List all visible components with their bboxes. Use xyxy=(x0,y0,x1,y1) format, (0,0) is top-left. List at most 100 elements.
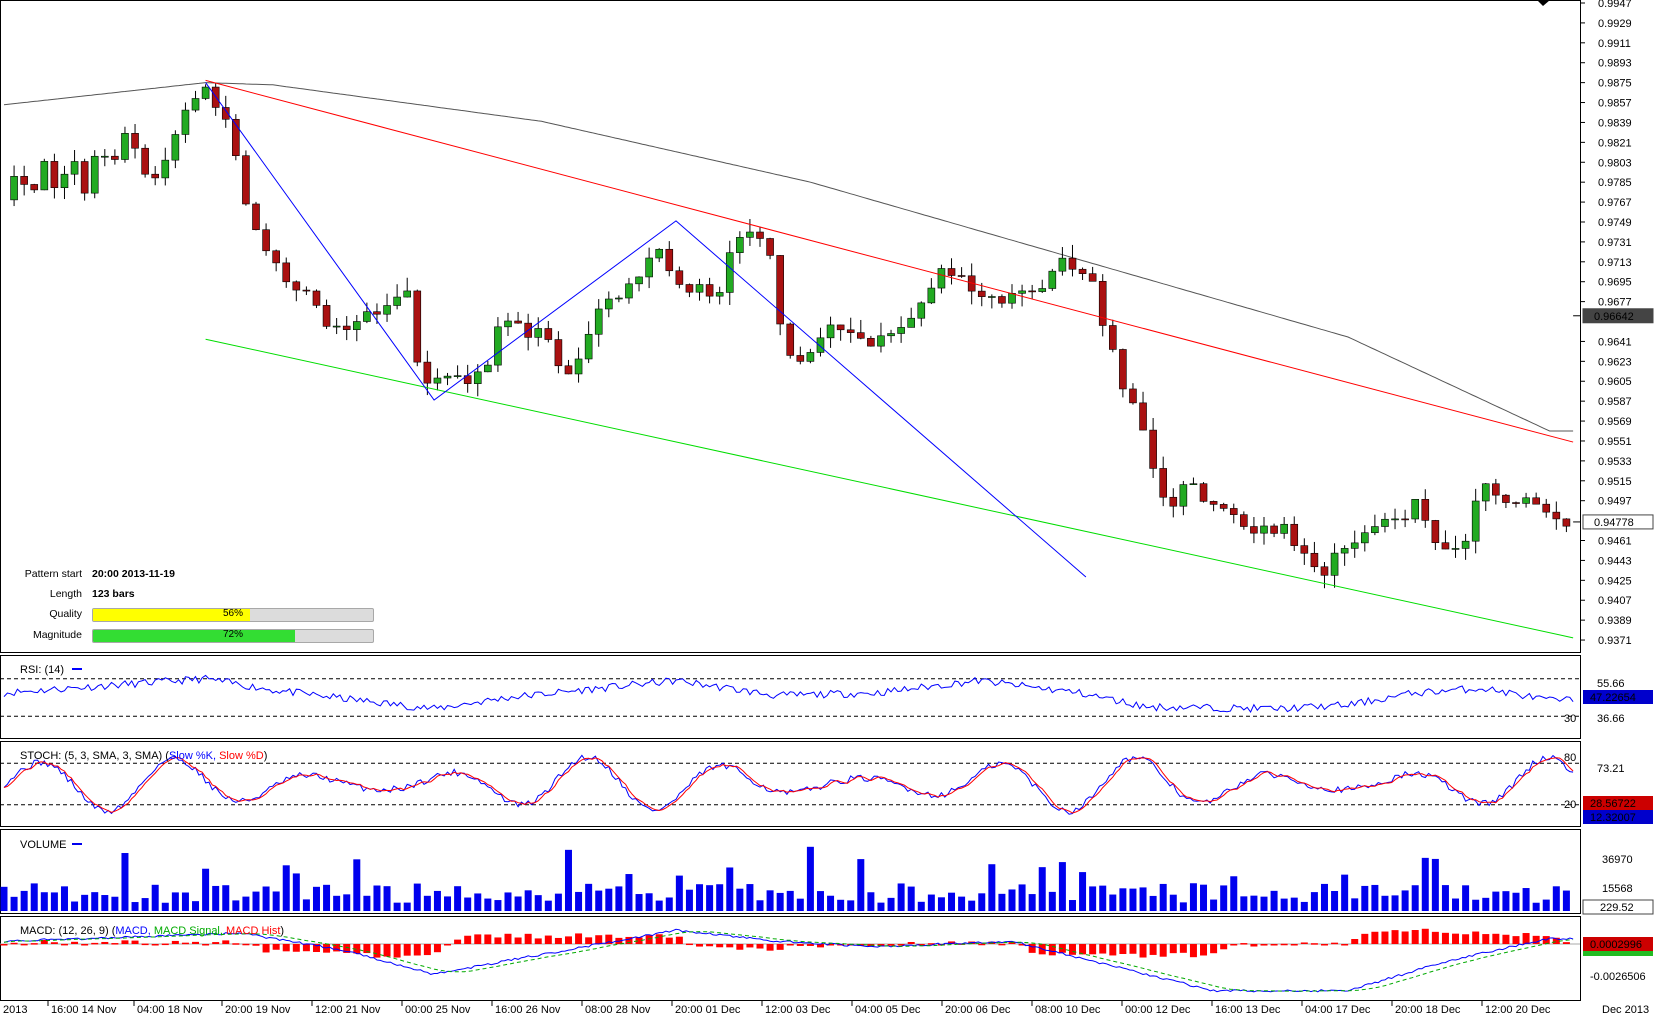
macd-hist-bar xyxy=(635,937,643,944)
bull-candle xyxy=(191,98,200,111)
bear-candle xyxy=(998,296,1006,304)
bear-candle xyxy=(423,361,432,384)
macd-hist-bar xyxy=(1220,944,1228,950)
bull-candle xyxy=(1371,526,1379,534)
bear-candle xyxy=(1159,468,1167,498)
price-tick-label: 0.9389 xyxy=(1598,615,1632,627)
bull-candle xyxy=(393,296,401,306)
bear-candle xyxy=(20,176,28,185)
bear-candle xyxy=(1552,511,1561,520)
volume-bar xyxy=(948,892,956,911)
rsi-value-box xyxy=(1583,690,1653,704)
macd-value-label: 0.0002996 xyxy=(1590,939,1642,951)
volume-bar xyxy=(1341,874,1349,911)
bull-candle xyxy=(121,133,129,160)
bear-candle xyxy=(766,238,774,256)
bull-candle xyxy=(1179,484,1188,507)
macd-hist-bar xyxy=(1290,944,1298,946)
macd-hist-bar xyxy=(696,944,704,947)
volume-bar xyxy=(232,900,240,911)
bear-candle xyxy=(141,147,149,175)
magnitude-bar: 72% xyxy=(92,629,374,643)
volume-bar xyxy=(1230,876,1238,911)
volume-bar xyxy=(1431,858,1439,911)
macd-hist-bar xyxy=(907,941,915,944)
macd-hist-bar xyxy=(81,944,89,946)
macd-hist-bar xyxy=(10,942,18,945)
volume-bar xyxy=(635,894,643,911)
price-tick-label: 0.9785 xyxy=(1598,177,1632,189)
macd-hist-bar xyxy=(554,937,562,944)
volume-bar xyxy=(1280,898,1288,911)
volume-bar xyxy=(111,896,119,911)
volume-bar xyxy=(877,902,885,911)
volume-bar xyxy=(766,890,774,911)
volume-bar xyxy=(1079,872,1087,911)
volume-bar xyxy=(585,883,593,911)
bear-candle xyxy=(50,161,59,189)
macd-hist-bar xyxy=(494,937,502,944)
macd-hist-bar xyxy=(252,944,260,946)
volume-bar xyxy=(1542,899,1550,911)
bear-candle xyxy=(1129,388,1137,404)
bull-candle xyxy=(1411,499,1419,520)
bear-candle xyxy=(252,203,260,231)
volume-bar xyxy=(333,895,341,911)
volume-bar xyxy=(544,900,552,911)
macd-line xyxy=(3,928,1574,993)
bull-candle xyxy=(806,352,815,362)
time-tick-label: 20:00 01 Dec xyxy=(675,1004,741,1016)
macd-hist-bar xyxy=(877,944,885,946)
price-tick-label: 0.9839 xyxy=(1598,117,1632,129)
macd-hist-bar xyxy=(1129,944,1137,954)
bull-candle xyxy=(897,327,905,334)
bull-candle xyxy=(1038,288,1047,292)
volume-bar xyxy=(30,883,38,911)
macd-hist-bar xyxy=(827,944,835,946)
bull-candle xyxy=(1461,540,1470,549)
volume-bar xyxy=(887,897,895,911)
bull-candle xyxy=(1330,552,1339,576)
time-tick-label: 08:00 28 Nov xyxy=(585,1004,651,1016)
bull-candle xyxy=(1048,270,1057,289)
volume-bar xyxy=(212,885,220,911)
price-tick-label: 0.9929 xyxy=(1598,18,1632,30)
volume-bar xyxy=(1472,899,1480,911)
macd-hist-bar xyxy=(282,944,290,952)
bear-candle xyxy=(544,328,553,340)
macd-hist-bar xyxy=(1159,944,1167,957)
bull-candle xyxy=(10,176,18,201)
macd-hist-bar xyxy=(1492,933,1500,944)
bear-candle xyxy=(1169,496,1178,507)
price-tick-label: 0.9911 xyxy=(1598,38,1631,50)
volume-bar xyxy=(746,884,754,911)
rsi-line xyxy=(3,674,1574,713)
price-tick-label: 0.9371 xyxy=(1598,635,1632,647)
quality-bar-fill xyxy=(93,609,250,621)
macd-hist-bar xyxy=(1341,944,1349,946)
volume-bar xyxy=(1441,885,1449,911)
macd-hist-bar xyxy=(504,933,512,944)
volume-bar xyxy=(927,894,935,911)
macd-hist-bar xyxy=(464,935,472,944)
volume-bar xyxy=(192,901,200,911)
volume-bar xyxy=(1119,888,1127,911)
macd-hist-bar xyxy=(1270,944,1278,946)
macd-hist-bar xyxy=(403,944,411,956)
macd-hist-bar xyxy=(262,944,270,953)
macd-hist-bar xyxy=(917,944,925,946)
volume-bar xyxy=(292,873,300,911)
bear-candle xyxy=(1421,499,1430,521)
macd-hist-bar xyxy=(1351,939,1359,944)
volume-bar xyxy=(696,884,704,911)
macd-hist-bar xyxy=(1169,944,1177,954)
volume-bar xyxy=(806,846,814,911)
macd-hist-bar xyxy=(1512,936,1520,944)
bull-candle xyxy=(816,337,825,353)
macd-hist-bar xyxy=(685,943,693,946)
magnitude-key: Magnitude xyxy=(32,629,82,641)
bear-candle xyxy=(242,155,250,205)
volume-bar xyxy=(323,884,331,911)
volume-bar xyxy=(1159,883,1167,911)
macd-hist-bar xyxy=(1200,944,1208,956)
